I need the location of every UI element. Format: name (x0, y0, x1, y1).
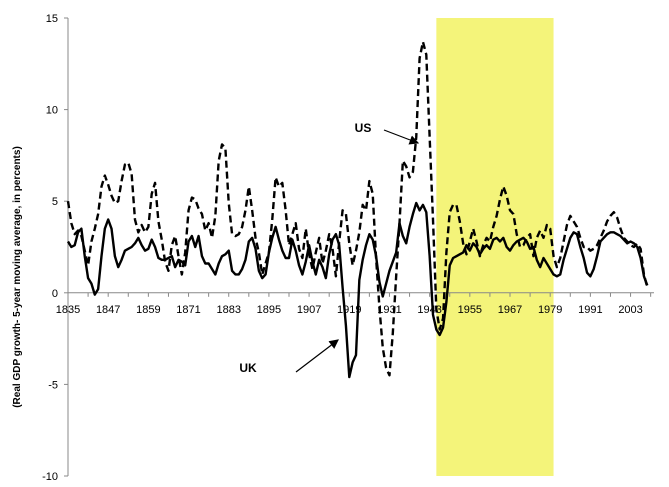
x-tick-label: 1859 (136, 304, 160, 316)
x-tick-label: 1871 (176, 304, 200, 316)
x-tick-label: 1835 (56, 304, 80, 316)
y-tick-label: 15 (46, 13, 58, 25)
x-tick-label: 1979 (538, 304, 562, 316)
annotation-arrow-uk (295, 339, 339, 373)
series-layer (66, 40, 649, 379)
y-tick-label: 10 (46, 105, 58, 117)
annotation-arrow-us (383, 129, 420, 145)
x-tick-label: 1955 (458, 304, 482, 316)
x-tick-label: 1847 (96, 304, 120, 316)
annotation-label-us: US (355, 121, 372, 135)
axis-layer: -10 -5 0 5 10 15 1835 1847 1859 1871 1883 1895 1907 1… (12, 13, 654, 483)
x-tick-label: 1931 (377, 304, 401, 316)
annotation-label-uk: UK (239, 361, 257, 375)
x-tick-label: 1943 (417, 304, 441, 316)
x-tick-label: 1895 (257, 304, 281, 316)
x-tick-label: 1991 (578, 304, 602, 316)
y-tick-label: 5 (52, 196, 58, 208)
y-axis-label: (Real GDP growth- 5-year moving average,… (12, 146, 23, 408)
x-tick-label: 1967 (498, 304, 522, 316)
annotation-layer: US UK (239, 121, 420, 375)
y-tick-label: 0 (52, 288, 58, 300)
y-tick-label: -10 (42, 471, 58, 483)
series-line-us (66, 40, 649, 377)
x-tick-label: 2003 (618, 304, 642, 316)
x-tick-label: 1883 (216, 304, 240, 316)
y-tick-label: -5 (48, 379, 58, 391)
x-tick-label: 1907 (297, 304, 321, 316)
